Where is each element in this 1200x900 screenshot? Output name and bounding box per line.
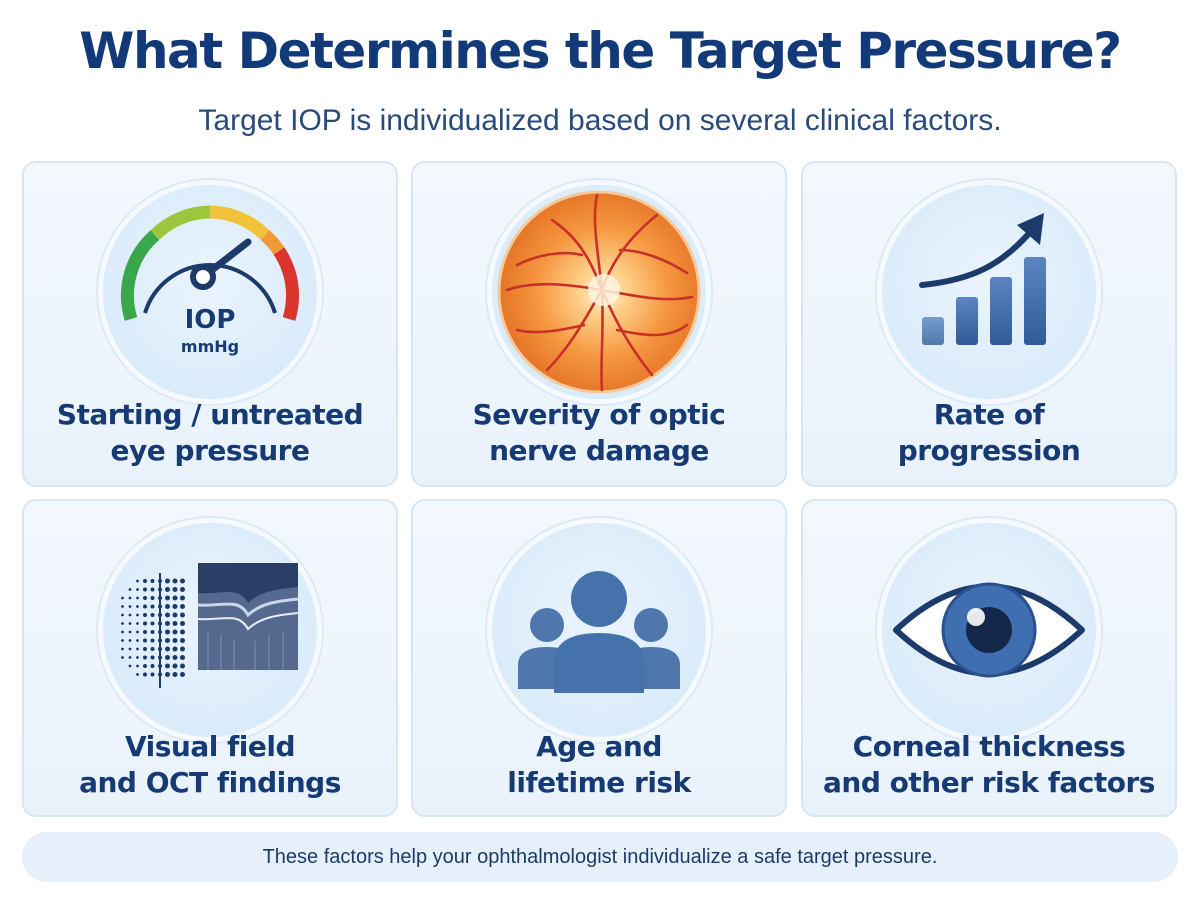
footer-note: These factors help your ophthalmologist … — [22, 832, 1178, 882]
factor-card-visual-field-oct: Visual field and OCT findings — [22, 499, 398, 817]
card-label-line2: eye pressure — [110, 434, 310, 467]
factor-card-optic-nerve: Severity of optic nerve damage — [411, 161, 787, 487]
people-group-icon — [518, 571, 680, 693]
rising-bar-chart-icon — [919, 213, 1046, 345]
factor-card-corneal-thickness: Corneal thickness and other risk factors — [801, 499, 1177, 817]
card-label: Severity of optic nerve damage — [413, 397, 785, 469]
card-label-line1: Starting / untreated — [56, 398, 364, 431]
card-label: Rate of progression — [803, 397, 1175, 469]
card-label-line2: and other risk factors — [823, 766, 1155, 799]
icon-circle — [103, 523, 317, 737]
icon-circle — [492, 185, 706, 399]
visual-field-oct-icon — [121, 563, 299, 688]
visual-field-dots — [121, 578, 185, 677]
icon-circle — [882, 185, 1096, 399]
card-label-line2: lifetime risk — [507, 766, 691, 799]
card-label: Starting / untreated eye pressure — [24, 397, 396, 469]
card-label-line1: Rate of — [933, 398, 1045, 431]
card-label: Visual field and OCT findings — [24, 729, 396, 801]
card-label-line2: and OCT findings — [79, 766, 341, 799]
card-label: Age and lifetime risk — [413, 729, 785, 801]
page-title: What Determines the Target Pressure? — [79, 22, 1122, 80]
card-label-line2: nerve damage — [489, 434, 709, 467]
page-subtitle: Target IOP is individualized based on se… — [198, 104, 1002, 137]
card-label: Corneal thickness and other risk factors — [803, 729, 1175, 801]
card-label-line1: Visual field — [124, 730, 296, 763]
factor-card-starting-pressure: IOP mmHg Starting / untreated eye pressu… — [22, 161, 398, 487]
icon-circle — [882, 523, 1096, 737]
card-label-line1: Age and — [536, 730, 662, 763]
gauge-iop-text: IOP — [185, 305, 236, 335]
eye-icon — [893, 582, 1085, 678]
icon-circle — [492, 523, 706, 737]
gauge-unit-text: mmHg — [181, 337, 239, 356]
pressure-gauge-icon: IOP mmHg — [120, 205, 299, 356]
icon-circle: IOP mmHg — [103, 185, 317, 399]
factor-card-age-risk: Age and lifetime risk — [411, 499, 787, 817]
card-label-line1: Corneal thickness — [852, 730, 1126, 763]
optic-nerve-fundus-icon — [497, 190, 701, 394]
factor-card-progression: Rate of progression — [801, 161, 1177, 487]
card-label-line2: progression — [897, 434, 1081, 467]
card-label-line1: Severity of optic — [472, 398, 726, 431]
